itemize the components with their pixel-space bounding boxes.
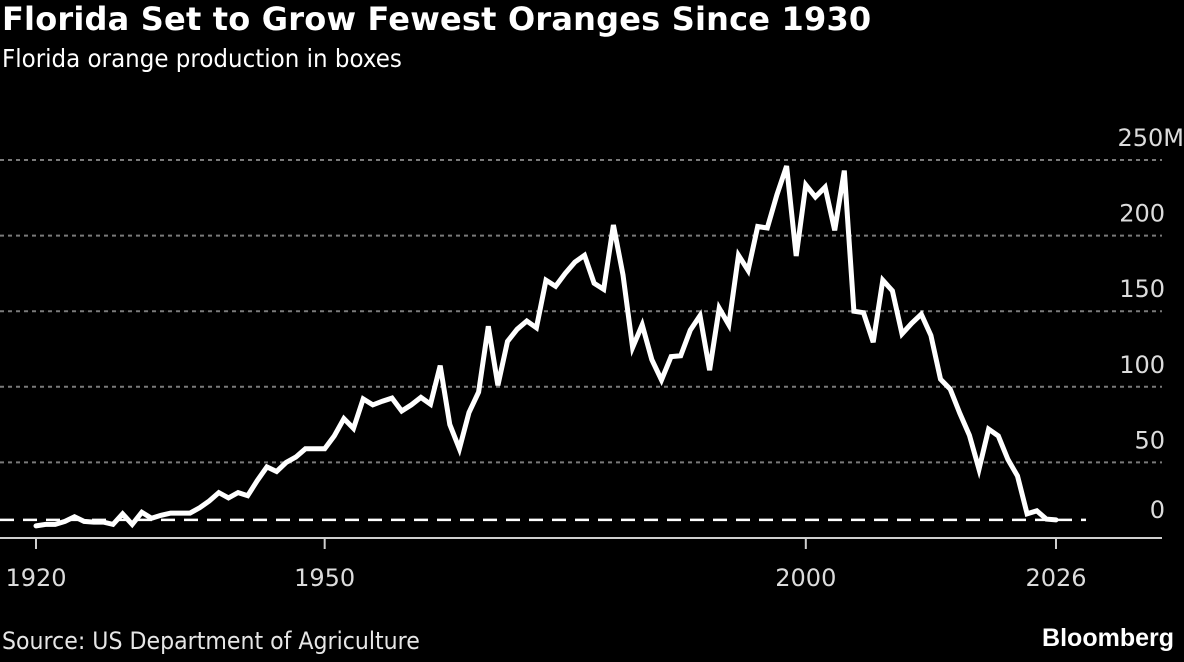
y-tick-label-200: 200 (1119, 200, 1165, 228)
x-tick-label-2000: 2000 (775, 564, 836, 592)
chart-title: Florida Set to Grow Fewest Oranges Since… (2, 0, 872, 38)
y-axis-ticks: 0 50 100 150 200 250M (1117, 124, 1184, 524)
x-tick-label-1920: 1920 (5, 564, 66, 592)
y-tick-label-0: 0 (1150, 496, 1165, 524)
chart-subtitle: Florida orange production in boxes (2, 44, 402, 73)
bloomberg-logo: Bloomberg (1042, 624, 1174, 652)
series-points (35, 165, 1057, 526)
x-tick-label-1950: 1950 (294, 564, 355, 592)
series-line (33, 165, 1059, 529)
x-axis-ticks: 1920 1950 2000 2026 (5, 538, 1087, 592)
y-tick-label-50: 50 (1134, 426, 1165, 454)
source-note: Source: US Department of Agriculture (2, 627, 420, 655)
y-tick-label-100: 100 (1119, 351, 1165, 379)
y-tick-label-250: 250M (1117, 124, 1184, 152)
x-tick-label-2026: 2026 (1025, 564, 1086, 592)
gridlines (0, 159, 1162, 464)
y-tick-label-150: 150 (1119, 275, 1165, 303)
